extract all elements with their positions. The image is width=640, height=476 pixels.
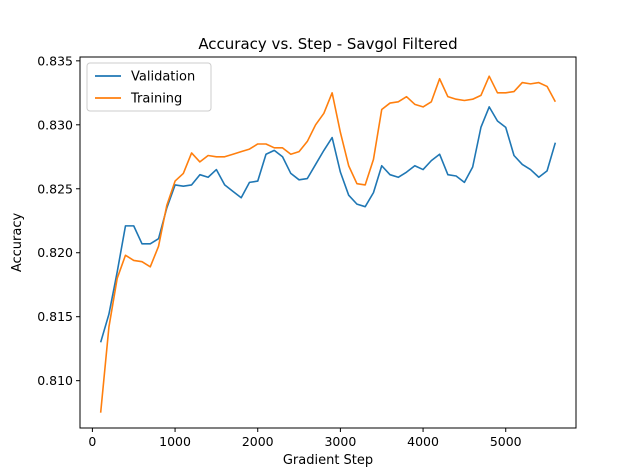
x-axis-ticks: 0 1000 2000 3000 4000 5000	[88, 428, 522, 449]
x-tick-label: 5000	[490, 434, 522, 449]
series-line-validation	[99, 106, 557, 343]
plot-area	[80, 57, 576, 428]
series-layer	[99, 75, 557, 413]
x-tick-label: 0	[88, 434, 96, 449]
legend-label-validation: Validation	[131, 70, 195, 85]
x-tick-label: 4000	[407, 434, 439, 449]
plot-frame	[79, 56, 577, 429]
y-tick-label: 0.830	[37, 117, 73, 132]
series-line-training	[99, 75, 557, 413]
chart-title: Accuracy vs. Step - Savgol Filtered	[198, 35, 457, 53]
x-axis-label: Gradient Step	[283, 453, 373, 468]
x-tick-label: 3000	[324, 434, 356, 449]
x-tick-label: 2000	[242, 434, 274, 449]
y-axis-ticks: 0.810 0.815 0.820 0.825 0.830 0.835	[37, 53, 80, 388]
y-tick-label: 0.835	[37, 53, 73, 68]
legend: Validation Training	[86, 62, 212, 112]
legend-label-training: Training	[130, 92, 182, 107]
y-tick-label: 0.815	[37, 309, 73, 324]
legend-box	[86, 62, 212, 112]
y-tick-label: 0.820	[37, 245, 73, 260]
x-tick-label: 1000	[159, 434, 191, 449]
y-axis-label: Accuracy	[10, 213, 25, 273]
y-tick-label: 0.810	[37, 373, 73, 388]
y-tick-label: 0.825	[37, 181, 73, 196]
